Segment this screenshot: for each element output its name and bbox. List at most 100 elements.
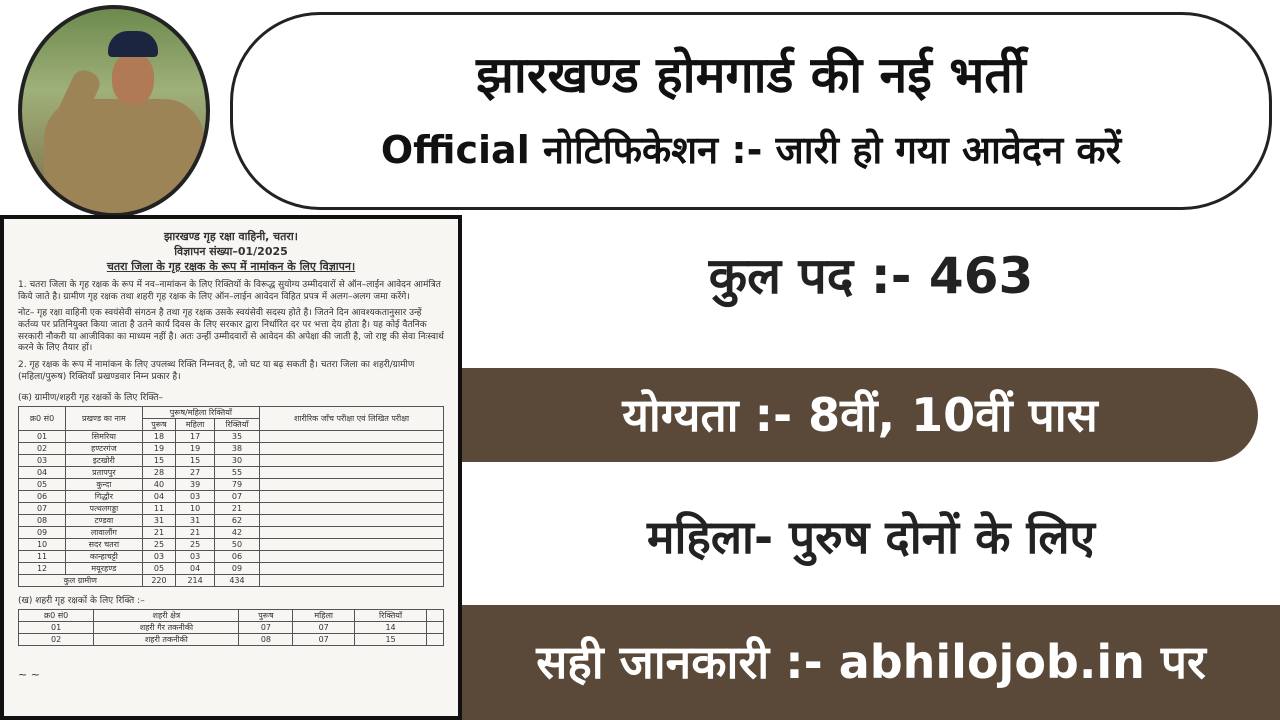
table-row: 01 शहरी गैर तकनीकी 07 07 14: [17, 620, 444, 634]
table-cell: [259, 465, 444, 479]
table-row: 08 टण्डवा 31 31 62: [17, 513, 444, 527]
table-cell: 31: [141, 513, 177, 527]
table-cell: कुन्दा: [65, 477, 143, 491]
table-cell: लावालौंग: [65, 525, 143, 539]
table-row: 10 सदर चतरा 25 25 50: [17, 537, 444, 551]
table-cell: 15: [175, 453, 215, 467]
table-cell: 18: [141, 429, 177, 443]
table-row: 06 गिद्धौर 04 03 07: [17, 489, 444, 503]
urban-table: क्र0 सं0 शहरी क्षेत्र पुरूष महिला रिक्तियाँ …: [17, 608, 444, 646]
table-cell: 38: [213, 441, 261, 455]
table-cell: 214: [175, 573, 215, 587]
th-total: रिक्तियाँ: [213, 417, 261, 431]
table-cell: 02: [17, 632, 95, 646]
table-cell: 15: [353, 632, 428, 646]
table-row: 05 कुन्दा 40 39 79: [17, 477, 444, 491]
title-box: झारखण्ड होमगार्ड की नई भर्ती Official नो…: [230, 12, 1272, 210]
table-cell: [259, 429, 444, 443]
table-cell: 19: [141, 441, 177, 455]
table-header: शहरी क्षेत्र: [93, 608, 240, 622]
table-cell: 02: [17, 441, 67, 455]
table-cell: 35: [213, 429, 261, 443]
doc-heading: चतरा जिला के गृह रक्षक के रूप में नामांक…: [106, 260, 356, 273]
table-cell: 09: [213, 561, 261, 575]
table-cell: [259, 549, 444, 563]
table-cell: शहरी तकनीकी: [93, 632, 240, 646]
table-cell: [259, 489, 444, 503]
urban-title: (ख) शहरी गृह रक्षकों के लिए रिक्ति :–: [18, 595, 145, 606]
th-exam: शारीरिक जाँच परीक्षा एवं लिखित परीक्षा: [259, 405, 444, 431]
table-cell: 62: [213, 513, 261, 527]
table-header: रिक्तियाँ: [353, 608, 428, 622]
rural-title: (क) ग्रामीण/शहरी गृह रक्षकों के लिए रिक्…: [18, 392, 164, 403]
table-row: 11 कान्हाचट्टी 03 03 06: [17, 549, 444, 563]
table-cell: 05: [17, 477, 67, 491]
table-cell: 28: [141, 465, 177, 479]
gender-eligibility: महिला- पुरुष दोनों के लिए: [647, 510, 1095, 564]
table-cell: 25: [175, 537, 215, 551]
table-row: 02 हण्टरगंज 19 19 38: [17, 441, 444, 455]
table-cell: 03: [175, 489, 215, 503]
table-cell: शहरी गैर तकनीकी: [93, 620, 240, 634]
table-cell: हण्टरगंज: [65, 441, 143, 455]
table-cell: टण्डवा: [65, 513, 143, 527]
table-row: 07 पत्थलगड्डा 11 10 21: [17, 501, 444, 515]
th-male: पुरूष: [141, 417, 177, 431]
qualification-banner: योग्यता :- 8वीं, 10वीं पास: [462, 368, 1258, 462]
table-header: महिला: [292, 608, 355, 622]
table-cell: इटखोरी: [65, 453, 143, 467]
table-cell: 14: [353, 620, 428, 634]
table-cell: 55: [213, 465, 261, 479]
table-row: 01 सिमरिया 18 17 35: [17, 429, 444, 443]
table-row: 03 इटखोरी 15 15 30: [17, 453, 444, 467]
table-cell: [259, 501, 444, 515]
table-cell: 21: [213, 501, 261, 515]
table-cell: 04: [17, 465, 67, 479]
headline: झारखण्ड होमगार्ड की नई भर्ती: [476, 46, 1026, 104]
table-cell: [259, 453, 444, 467]
table-cell: 04: [175, 561, 215, 575]
table-cell: कान्हाचट्टी: [65, 549, 143, 563]
table-cell: 31: [175, 513, 215, 527]
table-cell: सदर चतरा: [65, 537, 143, 551]
total-row: कुल ग्रामीण 220 214 434: [18, 573, 444, 587]
face-shape: [112, 53, 154, 105]
table-cell: [259, 441, 444, 455]
table-header: पुरूष: [238, 608, 294, 622]
doc-adv-no: विज्ञापन संख्या–01/2025: [174, 245, 288, 258]
table-cell: 07: [238, 620, 294, 634]
table-cell: 08: [17, 513, 67, 527]
signature: ~ ~: [18, 667, 40, 681]
table-cell: 01: [17, 620, 95, 634]
table-cell: 08: [238, 632, 294, 646]
cap-shape: [108, 31, 158, 57]
table-cell: 12: [17, 561, 67, 575]
table-cell: 27: [175, 465, 215, 479]
table-cell: [259, 513, 444, 527]
table-cell: 10: [175, 501, 215, 515]
table-row: 02 शहरी तकनीकी 08 07 15: [17, 632, 444, 646]
doc-para2: 2. गृह रक्षक के रूप में नामांकन के लिए उ…: [18, 360, 415, 382]
table-cell: 42: [213, 525, 261, 539]
website-banner: सही जानकारी :- abhilojob.in पर: [462, 605, 1280, 720]
table-cell: 03: [17, 453, 67, 467]
table-cell: 21: [141, 525, 177, 539]
table-cell: 21: [175, 525, 215, 539]
table-cell: 11: [141, 501, 177, 515]
table-cell: 09: [17, 525, 67, 539]
table-cell: कुल ग्रामीण: [18, 573, 143, 587]
table-cell: 05: [141, 561, 177, 575]
table-cell: 07: [292, 632, 355, 646]
table-cell: 04: [141, 489, 177, 503]
table-header: क्र0 सं0: [17, 608, 95, 622]
table-cell: 50: [213, 537, 261, 551]
table-cell: [259, 537, 444, 551]
table-cell: 03: [175, 549, 215, 563]
salute-photo: [18, 5, 210, 217]
table-cell: 40: [141, 477, 177, 491]
rural-table: क्र0 सं0 प्रखण्ड का नाम पुरूष/महिला रिक्ति…: [17, 405, 444, 587]
table-cell: प्रतापपुर: [65, 465, 143, 479]
notification-document: झारखण्ड गृह रक्षा वाहिनी, चतरा। विज्ञापन…: [0, 215, 462, 720]
table-cell: सिमरिया: [65, 429, 143, 443]
table-cell: 220: [141, 573, 177, 587]
